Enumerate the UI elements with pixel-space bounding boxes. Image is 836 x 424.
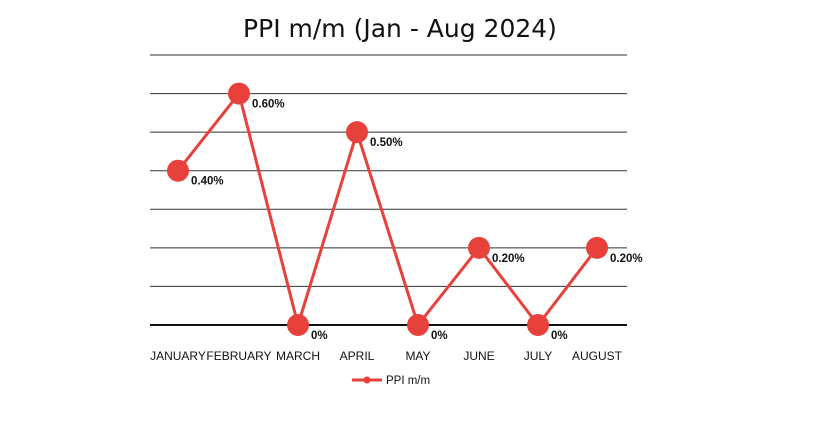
x-tick-label: JULY [524, 349, 552, 363]
data-label: 0.40% [191, 176, 224, 188]
data-point [468, 236, 490, 259]
data-label: 0.60% [252, 99, 285, 111]
data-label: 0% [311, 330, 328, 342]
data-label: 0.20% [610, 253, 643, 265]
x-tick-label: FEBRUARY [206, 349, 271, 363]
data-point [346, 121, 368, 144]
x-tick-label: JANUARY [150, 349, 206, 363]
legend-label: PPI m/m [386, 375, 430, 387]
chart-title: PPI m/m (Jan - Aug 2024) [243, 14, 557, 43]
data-label: 0.20% [492, 253, 525, 265]
data-point [586, 236, 608, 259]
legend-marker [363, 376, 371, 384]
data-label: 0% [431, 330, 448, 342]
data-point [407, 314, 429, 336]
x-tick-label: MARCH [276, 349, 320, 363]
data-label: 0.50% [370, 137, 403, 149]
data-point [228, 82, 250, 105]
x-tick-label: APRIL [340, 349, 375, 363]
x-tick-label: JUNE [463, 349, 494, 363]
data-point [167, 159, 189, 182]
data-point [287, 314, 309, 336]
data-point [527, 314, 549, 336]
x-tick-label: MAY [405, 349, 430, 363]
data-label: 0% [551, 330, 568, 342]
x-tick-label: AUGUST [572, 349, 623, 363]
series-line-ppi [176, 92, 599, 327]
